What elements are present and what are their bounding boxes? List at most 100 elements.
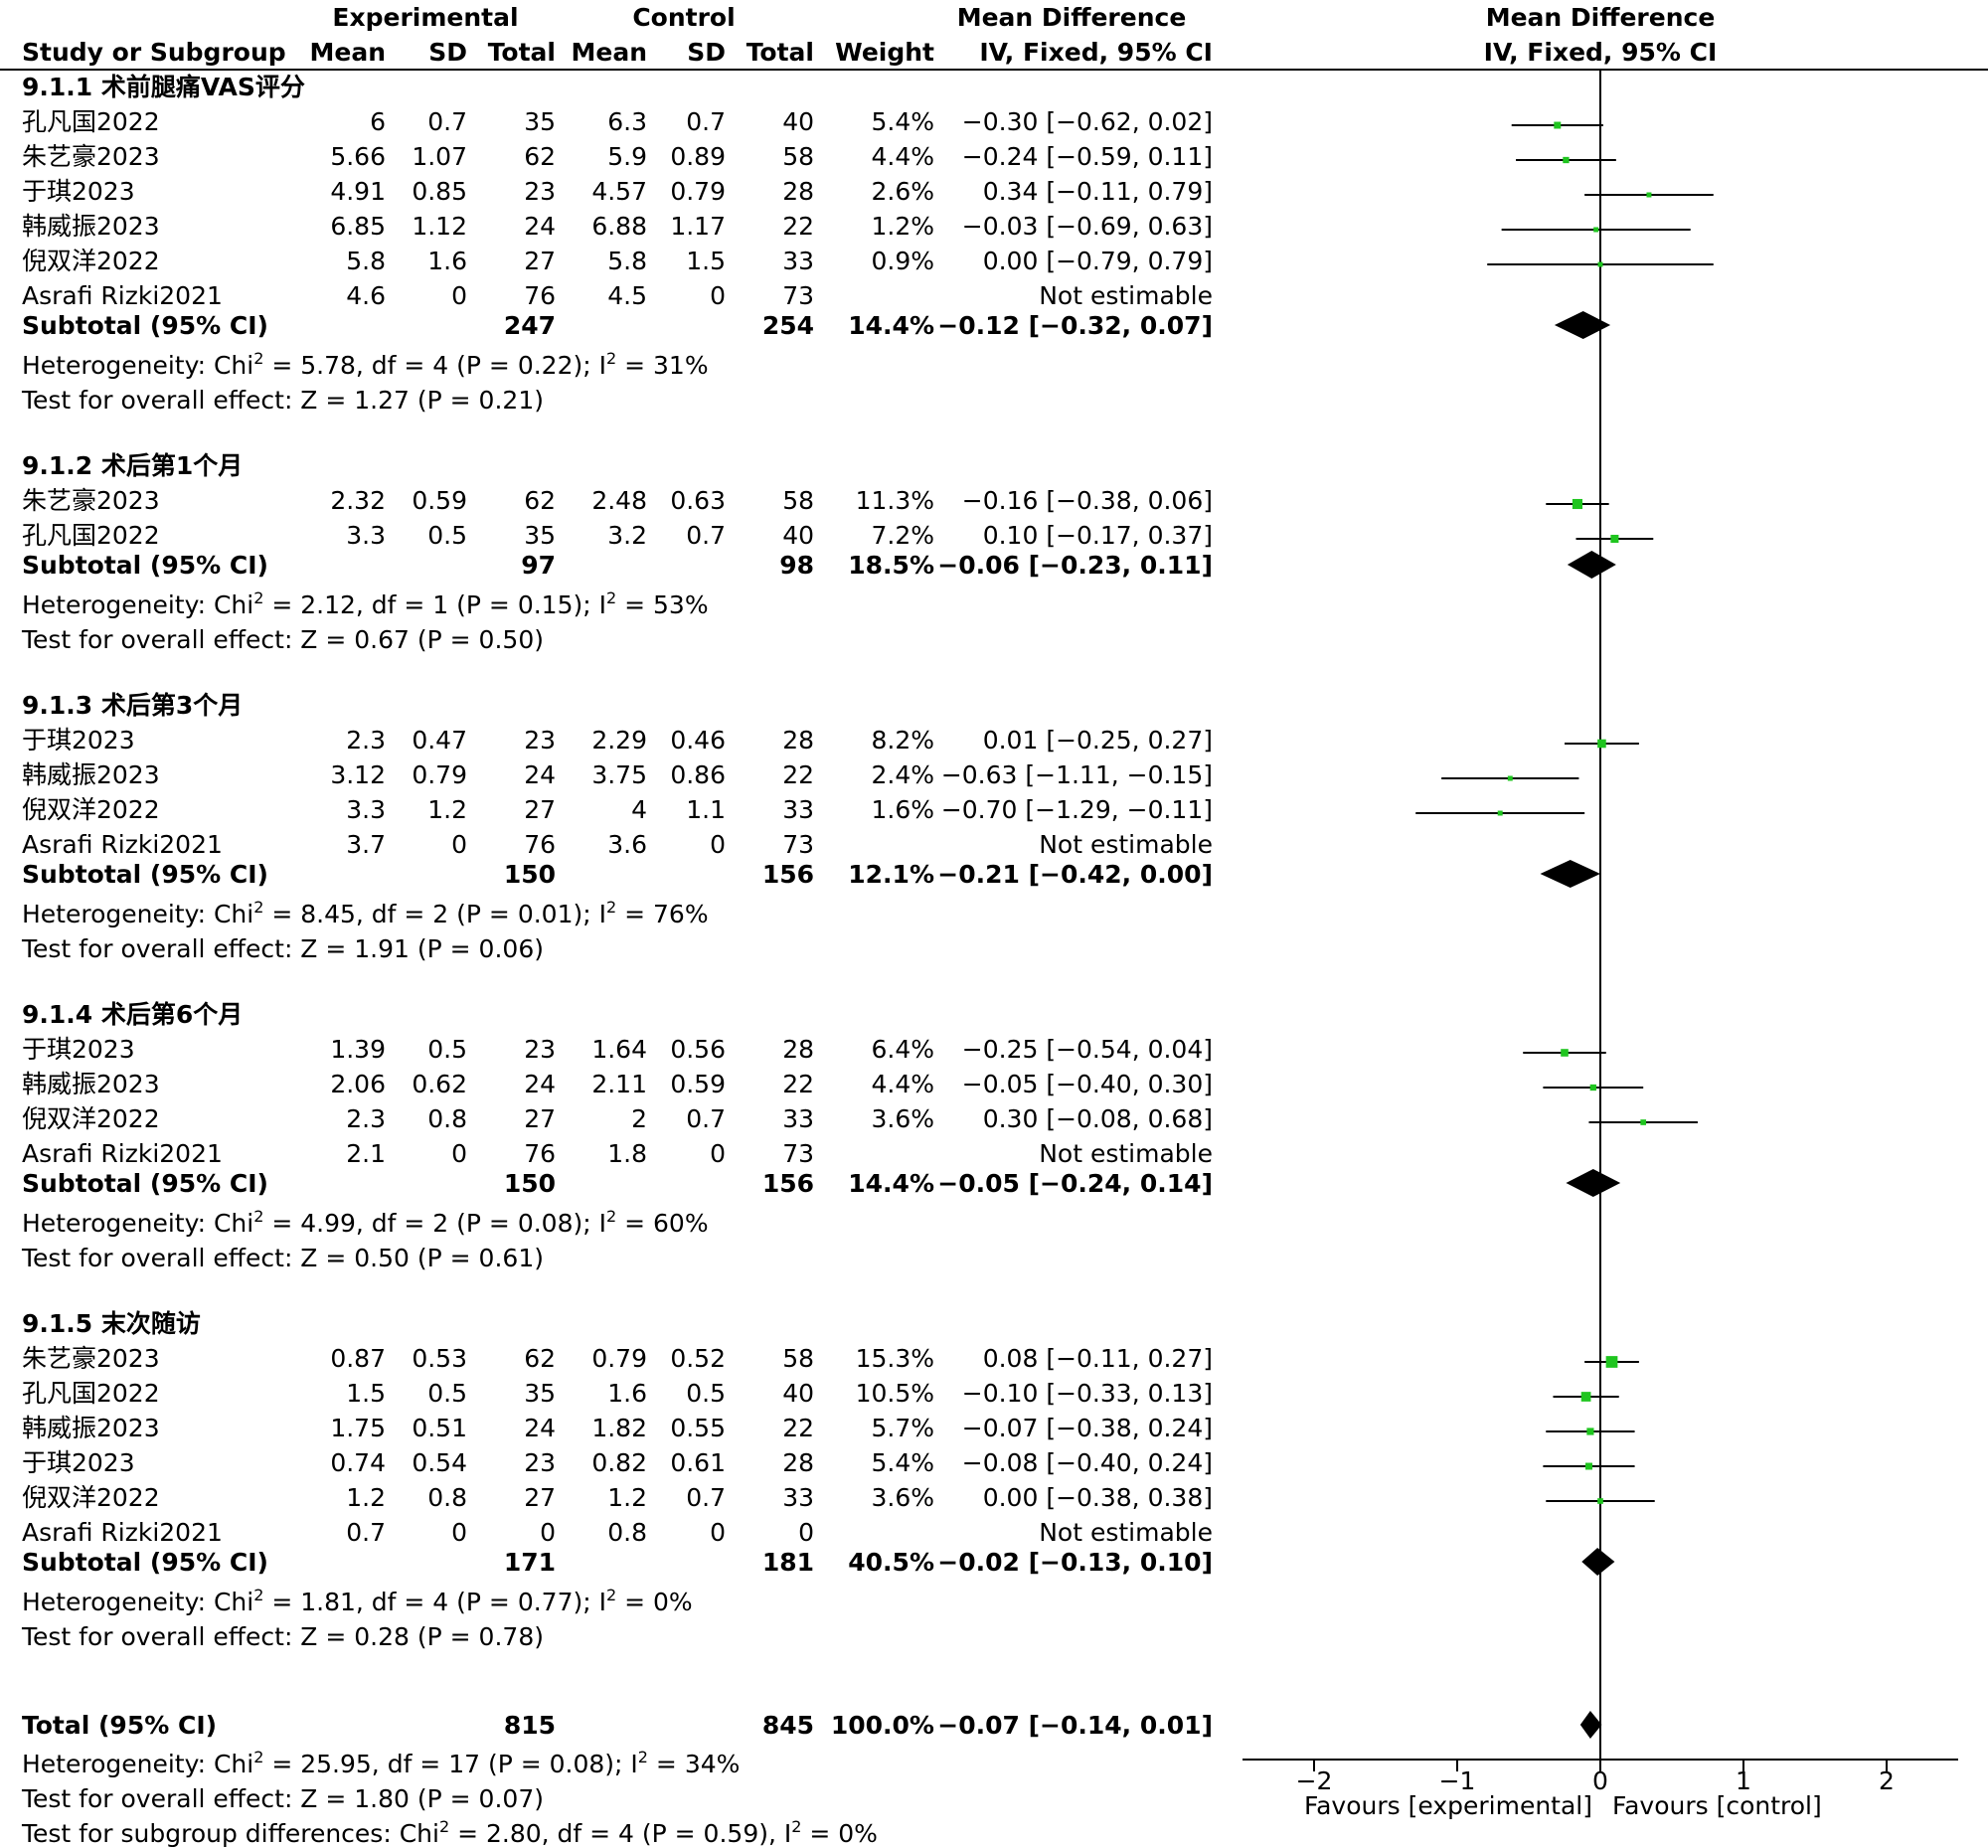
study-weight: 3.6% bbox=[871, 1483, 934, 1512]
study-name: 倪双洋2022 bbox=[22, 795, 160, 824]
subtotal-exp-total: 171 bbox=[504, 1548, 556, 1577]
exp-mean: 3.3 bbox=[346, 795, 386, 824]
header-plot-method: IV, Fixed, 95% CI bbox=[1484, 38, 1718, 67]
exp-mean: 2.32 bbox=[330, 486, 386, 515]
exp-sd: 0 bbox=[451, 830, 467, 859]
study-name: Asrafi Rizki2021 bbox=[22, 830, 223, 859]
study-name: 韩威振2023 bbox=[22, 1414, 160, 1442]
exp-total: 27 bbox=[524, 1104, 556, 1133]
subtotal-exp-total: 97 bbox=[521, 551, 556, 580]
header-ctl-total: Total bbox=[746, 38, 814, 67]
total-weight: 100.0% bbox=[831, 1711, 934, 1740]
exp-sd: 0.79 bbox=[412, 760, 467, 789]
exp-total: 24 bbox=[524, 1070, 556, 1098]
favours-experimental-label: Favours [experimental] bbox=[1304, 1791, 1592, 1820]
exp-total: 27 bbox=[524, 247, 556, 275]
exp-total: 62 bbox=[524, 486, 556, 515]
ctl-mean: 0.8 bbox=[607, 1518, 647, 1547]
subtotal-diamond bbox=[1540, 860, 1600, 888]
ctl-mean: 1.64 bbox=[591, 1035, 647, 1064]
ctl-total: 73 bbox=[782, 281, 814, 310]
study-square bbox=[1580, 1392, 1591, 1402]
subtotal-weight: 40.5% bbox=[848, 1548, 934, 1577]
subtotal-ctl-total: 254 bbox=[762, 311, 814, 340]
ctl-sd: 1.1 bbox=[686, 795, 726, 824]
exp-mean: 1.75 bbox=[330, 1414, 386, 1442]
ctl-total: 22 bbox=[782, 212, 814, 241]
ctl-total: 40 bbox=[782, 1379, 814, 1408]
subtotal-diamond bbox=[1554, 311, 1611, 339]
study-square bbox=[1597, 739, 1606, 749]
exp-sd: 0.7 bbox=[427, 107, 467, 136]
exp-sd: 0.8 bbox=[427, 1104, 467, 1133]
study-weight: 5.4% bbox=[871, 107, 934, 136]
ctl-total: 40 bbox=[782, 521, 814, 550]
exp-mean: 3.12 bbox=[330, 760, 386, 789]
ctl-mean: 1.2 bbox=[607, 1483, 647, 1512]
exp-sd: 0.8 bbox=[427, 1483, 467, 1512]
ctl-sd: 0.89 bbox=[670, 142, 726, 171]
ctl-mean: 2.11 bbox=[591, 1070, 647, 1098]
header-ctl-mean: Mean bbox=[571, 38, 647, 67]
exp-sd: 0.47 bbox=[412, 726, 467, 755]
ctl-total: 58 bbox=[782, 1344, 814, 1373]
header-weight: Weight bbox=[835, 38, 934, 67]
study-name: 朱艺豪2023 bbox=[22, 486, 160, 515]
study-name: 于琪2023 bbox=[22, 726, 135, 755]
exp-total: 23 bbox=[524, 177, 556, 206]
stat-text-part: = 0% bbox=[616, 1588, 693, 1616]
header-control: Control bbox=[632, 3, 735, 32]
header-exp-mean: Mean bbox=[309, 38, 386, 67]
subtotal-ci: −0.12 [−0.32, 0.07] bbox=[937, 311, 1213, 340]
stat-text-part: = 0% bbox=[801, 1819, 878, 1848]
stat-text-part: = 1.81, df = 4 (P = 0.77); I bbox=[263, 1588, 606, 1616]
study-name: 韩威振2023 bbox=[22, 1070, 160, 1098]
study-square bbox=[1646, 192, 1652, 198]
study-name: Asrafi Rizki2021 bbox=[22, 1139, 223, 1168]
exp-total: 27 bbox=[524, 1483, 556, 1512]
exp-total: 76 bbox=[524, 281, 556, 310]
ctl-total: 0 bbox=[798, 1518, 814, 1547]
x-tick-label: 1 bbox=[1736, 1766, 1751, 1795]
study-ci: −0.70 [−1.29, −0.11] bbox=[941, 795, 1213, 824]
header-exp-total: Total bbox=[488, 38, 556, 67]
study-weight: 5.7% bbox=[871, 1414, 934, 1442]
total-label: Total (95% CI) bbox=[22, 1711, 217, 1740]
study-square bbox=[1572, 498, 1583, 510]
study-ci: 0.34 [−0.11, 0.79] bbox=[983, 177, 1213, 206]
exp-mean: 2.3 bbox=[346, 726, 386, 755]
superscript-2: 2 bbox=[791, 1817, 801, 1836]
ctl-total: 33 bbox=[782, 1483, 814, 1512]
subgroup-title: 9.1.2 术后第1个月 bbox=[22, 451, 243, 480]
subtotal-label: Subtotal (95% CI) bbox=[22, 860, 268, 889]
ctl-total: 33 bbox=[782, 795, 814, 824]
exp-sd: 0 bbox=[451, 1518, 467, 1547]
ctl-total: 58 bbox=[782, 486, 814, 515]
study-ci: Not estimable bbox=[1039, 1139, 1213, 1168]
study-ci: Not estimable bbox=[1039, 281, 1213, 310]
study-name: 于琪2023 bbox=[22, 1448, 135, 1477]
exp-sd: 1.6 bbox=[427, 247, 467, 275]
study-ci: −0.25 [−0.54, 0.04] bbox=[962, 1035, 1213, 1064]
study-ci: 0.30 [−0.08, 0.68] bbox=[983, 1104, 1213, 1133]
ctl-mean: 0.79 bbox=[591, 1344, 647, 1373]
study-name: 朱艺豪2023 bbox=[22, 142, 160, 171]
subtotal-ci: −0.02 [−0.13, 0.10] bbox=[937, 1548, 1213, 1577]
ctl-total: 22 bbox=[782, 1070, 814, 1098]
ctl-sd: 0.59 bbox=[670, 1070, 726, 1098]
study-ci: 0.08 [−0.11, 0.27] bbox=[983, 1344, 1213, 1373]
ctl-mean: 1.6 bbox=[607, 1379, 647, 1408]
study-ci: 0.01 [−0.25, 0.27] bbox=[983, 726, 1213, 755]
superscript-2: 2 bbox=[638, 1748, 648, 1766]
stat-text-part: Heterogeneity: Chi bbox=[22, 1209, 253, 1238]
subtotal-diamond bbox=[1581, 1548, 1615, 1576]
study-ci: −0.16 [−0.38, 0.06] bbox=[962, 486, 1213, 515]
heterogeneity-text: Heterogeneity: Chi2 = 8.45, df = 2 (P = … bbox=[22, 898, 709, 928]
study-weight: 4.4% bbox=[871, 142, 934, 171]
study-weight: 4.4% bbox=[871, 1070, 934, 1098]
ctl-mean: 3.2 bbox=[607, 521, 647, 550]
subtotal-label: Subtotal (95% CI) bbox=[22, 1169, 268, 1198]
ctl-sd: 0.55 bbox=[670, 1414, 726, 1442]
exp-sd: 1.12 bbox=[412, 212, 467, 241]
